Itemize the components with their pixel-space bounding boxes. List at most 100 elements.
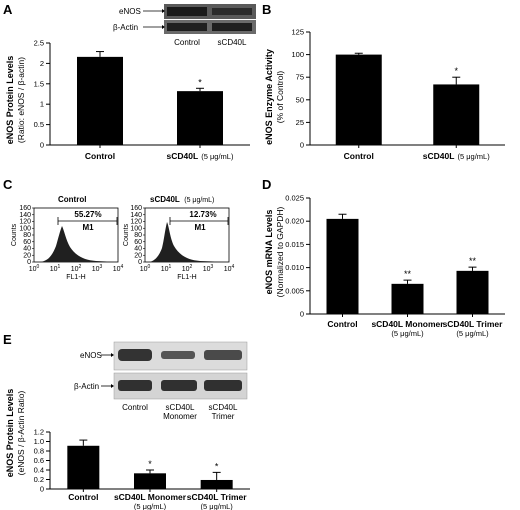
panel-e-actin-band-trimer (204, 380, 242, 391)
panel-c-x-label-control: FL1-H (66, 274, 85, 281)
panel-e-category-sublabel: (5 μg/mL) (134, 502, 167, 510)
panel-a-actin-band-scd40l (212, 23, 252, 31)
panel-e-actin-band-monomer (161, 380, 197, 391)
panel-a-enos-band-control (167, 7, 207, 16)
panel-c-x-ticks-control: 100 101 102 103 104 (29, 264, 124, 273)
panel-d-category-label: sCD40L Trimer (443, 319, 504, 329)
panel-a-blot-lane-control: Control (174, 38, 200, 47)
panel-c-y-tick-label-control: 80 (23, 232, 31, 239)
panel-a-y-tick-label: 1.5 (34, 79, 44, 88)
panel-e-category-sublabel: (5 μg/mL) (201, 502, 234, 510)
panel-e-blot-lane-monomer-1: sCD40L (166, 403, 195, 412)
panel-e-blot-arrowhead-actin (111, 384, 114, 388)
panel-d-y-tick-label: 0.025 (285, 194, 304, 203)
panel-a-blot-row-actin: β-Actin (113, 23, 138, 32)
panel-e-blot-lane-trimer-2: Trimer (212, 412, 235, 421)
panel-c-x-tick-scd40l-0: 100 (140, 264, 151, 273)
panel-d-y-axis-title: eNOS mRNA Levels (264, 210, 274, 295)
panel-c-x-tick-control-4: 104 (113, 264, 124, 273)
panel-label-e: E (3, 332, 12, 347)
panel-c-y-label-control: Counts (11, 223, 18, 246)
panel-a-actin-band-control (167, 23, 207, 31)
panel-a-bar (77, 56, 123, 145)
panel-e-y-tick-label: 0.6 (34, 456, 44, 465)
panel-c-y-tick-label-control: 140 (19, 212, 31, 219)
panel-e-blot: eNOS β-Actin Control sCD40L Monomer sCD4… (74, 341, 248, 421)
panel-c-y-tick-label-control: 0 (27, 259, 31, 266)
panel-c-y-tick-label-scd40l: 20 (134, 252, 142, 259)
panel-d-bar (391, 283, 424, 314)
panel-e-significance-mark: * (215, 461, 219, 471)
panel-b-y-tick-label: 125 (291, 28, 304, 37)
panel-e-y-axis-title: eNOS Protein Levels (5, 389, 15, 478)
panel-e-blot-arrowhead-enos (111, 353, 114, 357)
panel-e-y-tick-label: 0.2 (34, 475, 44, 484)
panel-e-bar-chart: 00.20.40.60.81.01.2 Control * sCD40L Monome… (34, 428, 250, 510)
panel-a-y-tick-label: 1 (40, 100, 44, 109)
panel-d-category-label: Control (327, 319, 357, 329)
panel-c-percent-scd40l: 12.73% (189, 210, 216, 219)
panel-c-y-tick-label-scd40l: 60 (134, 239, 142, 246)
panel-e-y-tick-label: 0.4 (34, 466, 44, 475)
panel-e-significance-mark: * (148, 459, 152, 469)
panel-c-gate-label-scd40l: M1 (194, 223, 206, 232)
panel-a-blot: eNOS β-Actin Control sCD40L (113, 4, 256, 47)
panel-c-y-tick-label-scd40l: 100 (130, 225, 142, 232)
panel-c-x-tick-control-0: 100 (29, 264, 40, 273)
panel-e-category-label: sCD40L Trimer (187, 492, 248, 502)
panel-c-y-tick-label-scd40l: 160 (130, 205, 142, 212)
panel-e-blot-row-enos: eNOS (80, 351, 102, 360)
panel-e-y-tick-label: 0.8 (34, 447, 44, 456)
panel-e-blot-lane-monomer-2: Monomer (163, 412, 197, 421)
panel-e-y-tick-label: 0 (40, 485, 44, 494)
panel-c-y-tick-label-scd40l: 120 (130, 219, 142, 226)
panel-e-enos-band-control (118, 349, 152, 361)
panel-e-bar (200, 479, 233, 489)
panel-c-x-tick-control-3: 103 (92, 264, 103, 273)
panel-c-x-tick-scd40l-4: 104 (224, 264, 235, 273)
panel-d-significance-mark: ** (404, 269, 412, 279)
panel-label-b: B (262, 2, 271, 17)
panel-a-bar (177, 91, 223, 145)
panel-c-y-tick-label-scd40l: 140 (130, 212, 142, 219)
panel-e-bar (67, 445, 100, 489)
panel-c-y-tick-label-control: 60 (23, 239, 31, 246)
panel-e-blot-lane-trimer-1: sCD40L (209, 403, 238, 412)
panel-a-y-axis-title: eNOS Protein Levels (5, 56, 15, 145)
panel-e-enos-band-trimer (204, 350, 242, 360)
panel-b-y-tick-label: 0 (300, 141, 304, 150)
panel-c-gate-label-control: M1 (82, 223, 94, 232)
panel-b-category-label: sCD40L (5 μg/mL) (423, 151, 490, 161)
panel-e-actin-band-control (118, 380, 152, 391)
panel-b-y-axis-subtitle: (% of Control) (275, 71, 285, 124)
panel-c-x-tick-scd40l-2: 102 (182, 264, 193, 273)
panel-d-y-axis-subtitle: (Normalized to GAPDH) (275, 206, 285, 297)
panel-c-histogram-title-scd40l: sCD40L (5 μg/mL) (150, 189, 214, 206)
panel-e-enos-band-monomer (161, 351, 195, 359)
panel-d-bar-chart: 0 0.005 0.010 0.015 0.020 0.025 Control ** sCD40… (285, 194, 505, 338)
panel-a-y-tick-label: 2 (40, 59, 44, 68)
panel-d-y-tick-label: 0 (300, 310, 304, 319)
panel-d-y-tick-label: 0.005 (285, 286, 304, 295)
panel-e-blot-row-actin: β-Actin (74, 382, 99, 391)
panel-c-x-tick-control-2: 102 (71, 264, 82, 273)
panel-c-y-tick-label-control: 20 (23, 252, 31, 259)
panel-c-y-tick-label-scd40l: 40 (134, 246, 142, 253)
panel-c-x-ticks-scd40l: 100 101 102 103 104 (140, 264, 235, 273)
panel-c-x-tick-scd40l-1: 101 (161, 264, 172, 273)
panel-e-y-tick-label: 1.2 (34, 428, 44, 437)
panel-a-bar-chart: 0 0.5 1 1.5 2 2.5 Control * sCD40L (5 μg/mL) (34, 39, 250, 161)
panel-d-y-tick-label: 0.020 (285, 217, 304, 226)
panel-c-y-tick-label-control: 100 (19, 225, 31, 232)
panel-d-bar (326, 218, 359, 314)
panel-c-y-tick-label-control: 40 (23, 246, 31, 253)
panel-c-y-label-scd40l: Counts (123, 223, 130, 246)
panel-d-significance-mark: ** (469, 256, 477, 266)
panel-c-histogram-scd40l: sCD40L (5 μg/mL) Counts 0204060801001201… (123, 189, 235, 281)
panel-a-blot-arrowhead-enos (162, 9, 165, 13)
panel-d-y-tick-label: 0.010 (285, 263, 304, 272)
panel-a-blot-lane-scd40l: sCD40L (218, 38, 247, 47)
